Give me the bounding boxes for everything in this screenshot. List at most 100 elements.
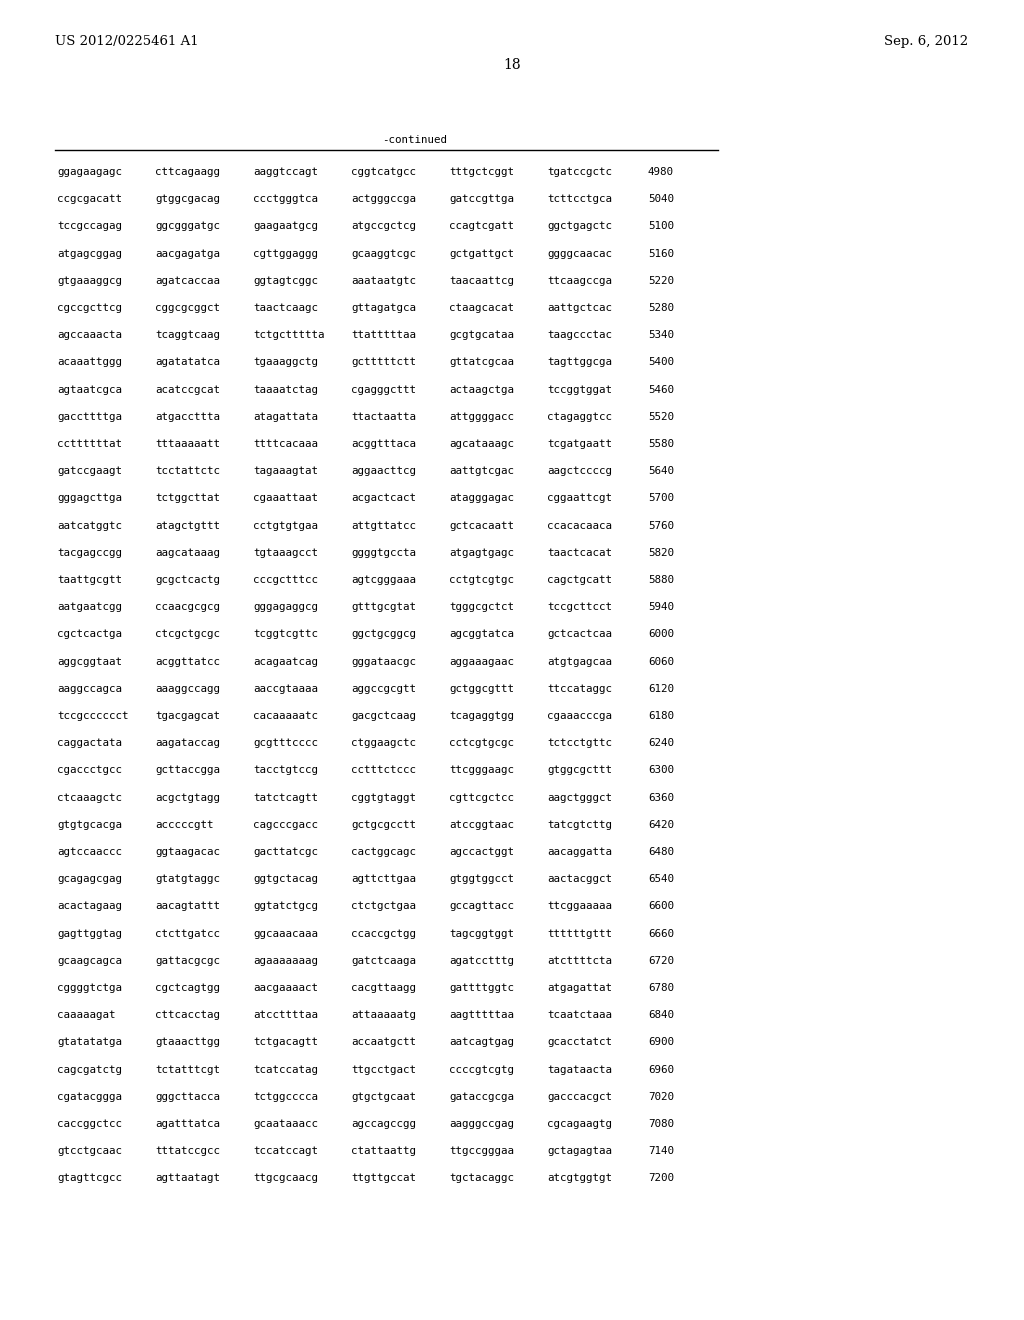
Text: 5940: 5940: [648, 602, 674, 612]
Text: 6060: 6060: [648, 656, 674, 667]
Text: gagttggtag: gagttggtag: [57, 928, 122, 939]
Text: agcggtatca: agcggtatca: [449, 630, 514, 639]
Text: gttagatgca: gttagatgca: [351, 304, 416, 313]
Text: cctcgtgcgc: cctcgtgcgc: [449, 738, 514, 748]
Text: gtatgtaggc: gtatgtaggc: [155, 874, 220, 884]
Text: aatcatggtc: aatcatggtc: [57, 520, 122, 531]
Text: acatccgcat: acatccgcat: [155, 384, 220, 395]
Text: agtaatcgca: agtaatcgca: [57, 384, 122, 395]
Text: attggggacc: attggggacc: [449, 412, 514, 422]
Text: aaggccagca: aaggccagca: [57, 684, 122, 694]
Text: 6120: 6120: [648, 684, 674, 694]
Text: ttatttttaa: ttatttttaa: [351, 330, 416, 341]
Text: ttgttgccat: ttgttgccat: [351, 1173, 416, 1184]
Text: agtccaaccc: agtccaaccc: [57, 847, 122, 857]
Text: ctcgctgcgc: ctcgctgcgc: [155, 630, 220, 639]
Text: atgtgagcaa: atgtgagcaa: [547, 656, 612, 667]
Text: aaataatgtc: aaataatgtc: [351, 276, 416, 286]
Text: gctgattgct: gctgattgct: [449, 248, 514, 259]
Text: gggagaggcg: gggagaggcg: [253, 602, 318, 612]
Text: ttgccgggaa: ttgccgggaa: [449, 1146, 514, 1156]
Text: 18: 18: [503, 58, 521, 73]
Text: agatcaccaa: agatcaccaa: [155, 276, 220, 286]
Text: aattgctcac: aattgctcac: [547, 304, 612, 313]
Text: cggggtctga: cggggtctga: [57, 983, 122, 993]
Text: 5760: 5760: [648, 520, 674, 531]
Text: ggtgctacag: ggtgctacag: [253, 874, 318, 884]
Text: atccggtaac: atccggtaac: [449, 820, 514, 830]
Text: 5340: 5340: [648, 330, 674, 341]
Text: cggtgtaggt: cggtgtaggt: [351, 792, 416, 803]
Text: 7200: 7200: [648, 1173, 674, 1184]
Text: 4980: 4980: [648, 168, 674, 177]
Text: tgctacaggc: tgctacaggc: [449, 1173, 514, 1184]
Text: cagcccgacc: cagcccgacc: [253, 820, 318, 830]
Text: gctgcgcctt: gctgcgcctt: [351, 820, 416, 830]
Text: atagctgttt: atagctgttt: [155, 520, 220, 531]
Text: aaaggccagg: aaaggccagg: [155, 684, 220, 694]
Text: agcataaagc: agcataaagc: [449, 440, 514, 449]
Text: gtatatatga: gtatatatga: [57, 1038, 122, 1047]
Text: US 2012/0225461 A1: US 2012/0225461 A1: [55, 36, 199, 48]
Text: 7080: 7080: [648, 1119, 674, 1129]
Text: tttgctcggt: tttgctcggt: [449, 168, 514, 177]
Text: gatccgttga: gatccgttga: [449, 194, 514, 205]
Text: cgagggcttt: cgagggcttt: [351, 384, 416, 395]
Text: ttttttgttt: ttttttgttt: [547, 928, 612, 939]
Text: ggcaaacaaa: ggcaaacaaa: [253, 928, 318, 939]
Text: gacttatcgc: gacttatcgc: [253, 847, 318, 857]
Text: 5640: 5640: [648, 466, 674, 477]
Text: 6780: 6780: [648, 983, 674, 993]
Text: cacgttaagg: cacgttaagg: [351, 983, 416, 993]
Text: acaaattggg: acaaattggg: [57, 358, 122, 367]
Text: ggggcaacac: ggggcaacac: [547, 248, 612, 259]
Text: ccttttttat: ccttttttat: [57, 440, 122, 449]
Text: ccaccgctgg: ccaccgctgg: [351, 928, 416, 939]
Text: tgggcgctct: tgggcgctct: [449, 602, 514, 612]
Text: atagattata: atagattata: [253, 412, 318, 422]
Text: taacaattcg: taacaattcg: [449, 276, 514, 286]
Text: gtttgcgtat: gtttgcgtat: [351, 602, 416, 612]
Text: gtgtgcacga: gtgtgcacga: [57, 820, 122, 830]
Text: gtggtggcct: gtggtggcct: [449, 874, 514, 884]
Text: 6480: 6480: [648, 847, 674, 857]
Text: tcttcctgca: tcttcctgca: [547, 194, 612, 205]
Text: ttgcctgact: ttgcctgact: [351, 1065, 416, 1074]
Text: aagctgggct: aagctgggct: [547, 792, 612, 803]
Text: aggaacttcg: aggaacttcg: [351, 466, 416, 477]
Text: gcagagcgag: gcagagcgag: [57, 874, 122, 884]
Text: aagtttttaa: aagtttttaa: [449, 1010, 514, 1020]
Text: ggtaagacac: ggtaagacac: [155, 847, 220, 857]
Text: tcagaggtgg: tcagaggtgg: [449, 711, 514, 721]
Text: atagggagac: atagggagac: [449, 494, 514, 503]
Text: cgttcgctcc: cgttcgctcc: [449, 792, 514, 803]
Text: 5580: 5580: [648, 440, 674, 449]
Text: taactcacat: taactcacat: [547, 548, 612, 558]
Text: gccagttacc: gccagttacc: [449, 902, 514, 911]
Text: aacgagatga: aacgagatga: [155, 248, 220, 259]
Text: cgatacggga: cgatacggga: [57, 1092, 122, 1102]
Text: cgaaattaat: cgaaattaat: [253, 494, 318, 503]
Text: -continued: -continued: [383, 135, 447, 145]
Text: tagataacta: tagataacta: [547, 1065, 612, 1074]
Text: aatgaatcgg: aatgaatcgg: [57, 602, 122, 612]
Text: tcgatgaatt: tcgatgaatt: [547, 440, 612, 449]
Text: taattgcgtt: taattgcgtt: [57, 576, 122, 585]
Text: 6420: 6420: [648, 820, 674, 830]
Text: gataccgcga: gataccgcga: [449, 1092, 514, 1102]
Text: 6360: 6360: [648, 792, 674, 803]
Text: 6600: 6600: [648, 902, 674, 911]
Text: 6180: 6180: [648, 711, 674, 721]
Text: acagaatcag: acagaatcag: [253, 656, 318, 667]
Text: aacaggatta: aacaggatta: [547, 847, 612, 857]
Text: gtggcgcttt: gtggcgcttt: [547, 766, 612, 775]
Text: gctagagtaa: gctagagtaa: [547, 1146, 612, 1156]
Text: agatatatca: agatatatca: [155, 358, 220, 367]
Text: cccgctttcc: cccgctttcc: [253, 576, 318, 585]
Text: aatcagtgag: aatcagtgag: [449, 1038, 514, 1047]
Text: gatccgaagt: gatccgaagt: [57, 466, 122, 477]
Text: gtaaacttgg: gtaaacttgg: [155, 1038, 220, 1047]
Text: gtgaaaggcg: gtgaaaggcg: [57, 276, 122, 286]
Text: tccggtggat: tccggtggat: [547, 384, 612, 395]
Text: attaaaaatg: attaaaaatg: [351, 1010, 416, 1020]
